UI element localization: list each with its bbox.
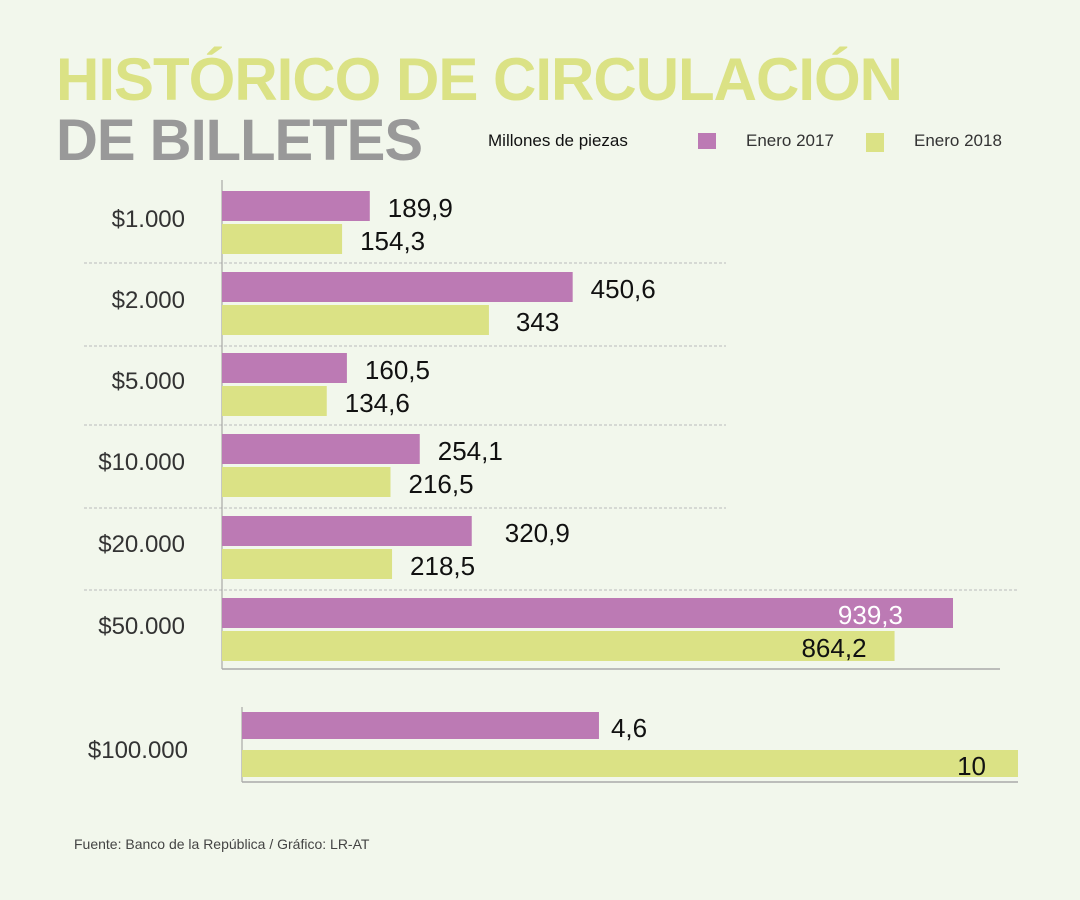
data-label: 160,5 [365,355,430,385]
bar-2017 [222,272,573,302]
data-label: 154,3 [360,226,425,256]
legend-label-2018: Enero 2018 [914,131,1002,150]
data-label: 450,6 [591,274,656,304]
bar-2017 [222,598,953,628]
data-label: 218,5 [410,551,475,581]
category-label: $1.000 [112,206,185,233]
data-label: 10 [957,751,986,781]
data-label: 189,9 [388,193,453,223]
data-label: 343 [516,307,559,337]
chart-title-line2: DE BILLETES [56,108,423,173]
category-label: $50.000 [98,613,185,640]
bar-2018 [222,467,391,497]
legend-label-2017: Enero 2017 [746,131,834,150]
bar-2017 [222,191,370,221]
category-label: $5.000 [112,368,185,395]
category-label: $20.000 [98,531,185,558]
category-label: $100.000 [88,737,188,764]
data-label: 320,9 [505,518,570,548]
legend-swatch-2018 [866,133,884,152]
bar-2017 [222,516,472,546]
bar-2017 [242,712,599,739]
source-note: Fuente: Banco de la República / Gráfico:… [74,836,370,852]
bar-2018 [242,750,1018,777]
bar-2018 [222,386,327,416]
data-label: 216,5 [408,469,473,499]
bar-2017 [222,353,347,383]
category-label: $2.000 [112,287,185,314]
bar-2018 [222,549,393,579]
bar-2018 [222,631,895,661]
data-label: 254,1 [438,436,503,466]
data-label: 4,6 [611,713,647,743]
data-label: 939,3 [838,600,903,630]
data-label: 134,6 [345,388,410,418]
legend-swatch-2017 [698,133,716,149]
bar-2018 [222,224,343,254]
bar-2017 [222,434,420,464]
data-label: 864,2 [801,633,866,663]
chart-title-line1: HISTÓRICO DE CIRCULACIÓN [56,46,903,113]
category-label: $10.000 [98,449,185,476]
unit-label: Millones de piezas [488,131,628,150]
bar-2018 [222,305,489,335]
